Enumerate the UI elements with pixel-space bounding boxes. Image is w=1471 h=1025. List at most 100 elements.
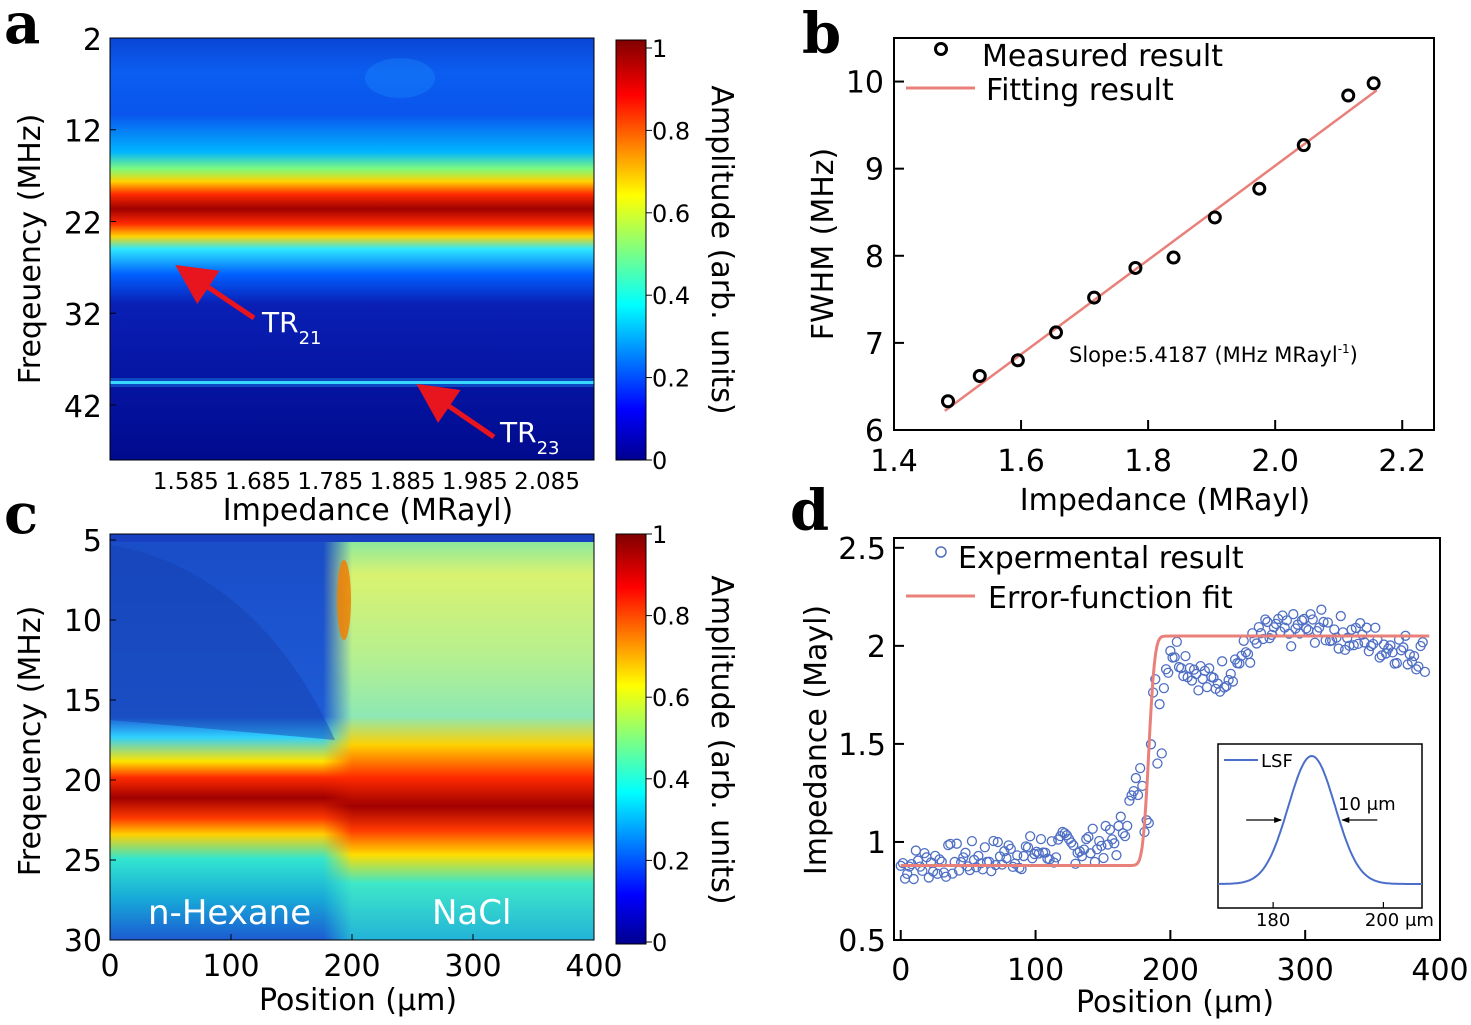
experimental-point — [1374, 652, 1385, 663]
inset-frame — [1217, 743, 1423, 909]
experimental-point — [1169, 652, 1180, 663]
measured-point — [972, 368, 987, 383]
c-x-tick-label: 100 — [202, 949, 259, 984]
experimental-point — [1406, 656, 1418, 667]
experimental-point — [1156, 748, 1167, 759]
heatmap-c-xlabel: Position (μm) — [259, 983, 457, 1018]
experimental-point — [1135, 763, 1146, 774]
experimental-point — [1281, 615, 1293, 626]
b-x-tick-label: 1.4 — [870, 444, 918, 479]
experimental-point — [1417, 637, 1428, 648]
inset-lsf: 180 200 μm — [1217, 754, 1434, 931]
d-y-tick-label: 1 — [867, 826, 886, 861]
legend-b-fitting: Fitting result — [986, 73, 1174, 108]
panel-letter-a: a — [4, 0, 40, 57]
tr21-label: TR21 — [261, 306, 321, 349]
experimental-point — [1115, 811, 1126, 822]
inset-x-tick-label: 200 μm — [1365, 910, 1434, 931]
inset-fwhm-label: 10 μm — [1338, 794, 1396, 815]
a-x-tick-label: 2.085 — [514, 469, 580, 495]
experimental-point — [1005, 843, 1016, 855]
experimental-point — [988, 835, 999, 847]
experimental-point — [1201, 681, 1213, 693]
heatmap-a-xlabel: Impedance (MRayl) — [223, 493, 513, 528]
plot-b-points — [941, 76, 1381, 409]
experimental-point — [1385, 640, 1396, 651]
experimental-point — [1294, 628, 1305, 639]
heatmap-c-right — [110, 534, 594, 940]
fit-line — [944, 89, 1378, 412]
experimental-point — [1184, 662, 1195, 674]
tr23-label: TR23 — [499, 416, 559, 459]
inset-legend: LSF — [1261, 751, 1293, 772]
colorbar-tick-label: 0.4 — [652, 766, 690, 794]
experimental-point — [1050, 852, 1062, 863]
experimental-point — [1145, 739, 1157, 750]
heatmap-a-image — [110, 38, 594, 460]
experimental-point — [966, 835, 978, 847]
experimental-point — [1018, 850, 1029, 862]
error-function-curve — [900, 634, 1430, 867]
tr23-arrow — [416, 383, 496, 440]
panel-b-scatter: 1.4 1.6 1.8 2.0 2.2 6 7 8 9 10 Measured result Fi… — [806, 37, 1435, 518]
experimental-point — [1163, 667, 1174, 678]
d-x-tick-label: 100 — [1007, 953, 1064, 988]
experimental-point — [1094, 835, 1105, 847]
experimental-point — [1391, 657, 1403, 669]
a-y-tick-label: 2 — [83, 23, 102, 58]
measured-point — [1128, 260, 1143, 275]
panel-d-scatter: 0 100 200 300 400 0.5 1 1.5 2 2.5 Expermental res… — [799, 532, 1469, 1020]
experimental-point — [1365, 640, 1377, 652]
experimental-point — [1342, 632, 1353, 644]
plot-d-fit — [900, 634, 1430, 867]
inset-x-tick-label: 180 — [1256, 910, 1290, 931]
experimental-point — [940, 871, 952, 882]
colorbar-tick-label: 0.2 — [652, 847, 690, 875]
legend-d-marker — [935, 546, 947, 558]
experimental-point — [1413, 661, 1424, 672]
colorbar-tick-label: 0.6 — [652, 200, 690, 228]
plot-d-ticks: 0 100 200 300 400 0.5 1 1.5 2 2.5 — [838, 532, 1468, 988]
experimental-point — [1408, 651, 1420, 662]
measured-point — [1049, 325, 1063, 340]
heatmap-c-x-ticks: 0 100 200 300 400 — [100, 934, 623, 984]
experimental-point — [1370, 622, 1381, 633]
experimental-point — [934, 854, 945, 865]
experimental-point — [1124, 795, 1135, 806]
b-x-tick-label: 2.2 — [1378, 444, 1426, 479]
heatmap-c-top-strip — [110, 534, 594, 542]
fwhm-arrowhead-left — [1274, 817, 1283, 823]
experimental-point — [1083, 831, 1094, 843]
experimental-point — [1046, 836, 1057, 847]
measured-point — [1087, 290, 1102, 305]
tr23-band — [110, 381, 594, 384]
experimental-point — [923, 872, 934, 883]
panel-letter-c: c — [4, 481, 38, 547]
experimental-point — [1234, 658, 1245, 669]
experimental-point — [992, 836, 1003, 848]
c-x-tick-label: 300 — [444, 949, 501, 984]
colorbar-tick-label: 0.8 — [652, 117, 690, 145]
experimental-point — [1245, 657, 1256, 668]
experimental-point — [1309, 637, 1321, 648]
heatmap-a-ylabel: Freqeuency (MHz) — [13, 114, 48, 385]
experimental-point — [945, 838, 956, 849]
colorbar-tick-label: 1 — [652, 35, 667, 63]
b-x-tick-label: 2.0 — [1251, 444, 1299, 479]
b-x-tick-label: 1.6 — [997, 444, 1045, 479]
b-y-tick-label: 6 — [865, 414, 884, 449]
experimental-point — [1227, 676, 1239, 687]
experimental-point — [1025, 831, 1036, 842]
c-x-tick-label: 400 — [565, 949, 622, 984]
experimental-point — [1361, 622, 1372, 633]
experimental-point — [947, 868, 958, 879]
experimental-point — [1305, 609, 1316, 620]
d-y-tick-label: 2 — [867, 630, 886, 665]
lsf-curve — [1217, 754, 1422, 885]
experimental-point — [973, 850, 984, 862]
experimental-point — [1253, 621, 1264, 633]
c-y-tick-label: 10 — [64, 604, 102, 639]
heatmap-a-highlight — [365, 58, 435, 98]
experimental-point — [1331, 632, 1342, 643]
colorbar-c-ticks: 1 0.8 0.6 0.4 0.2 0 — [646, 521, 690, 957]
